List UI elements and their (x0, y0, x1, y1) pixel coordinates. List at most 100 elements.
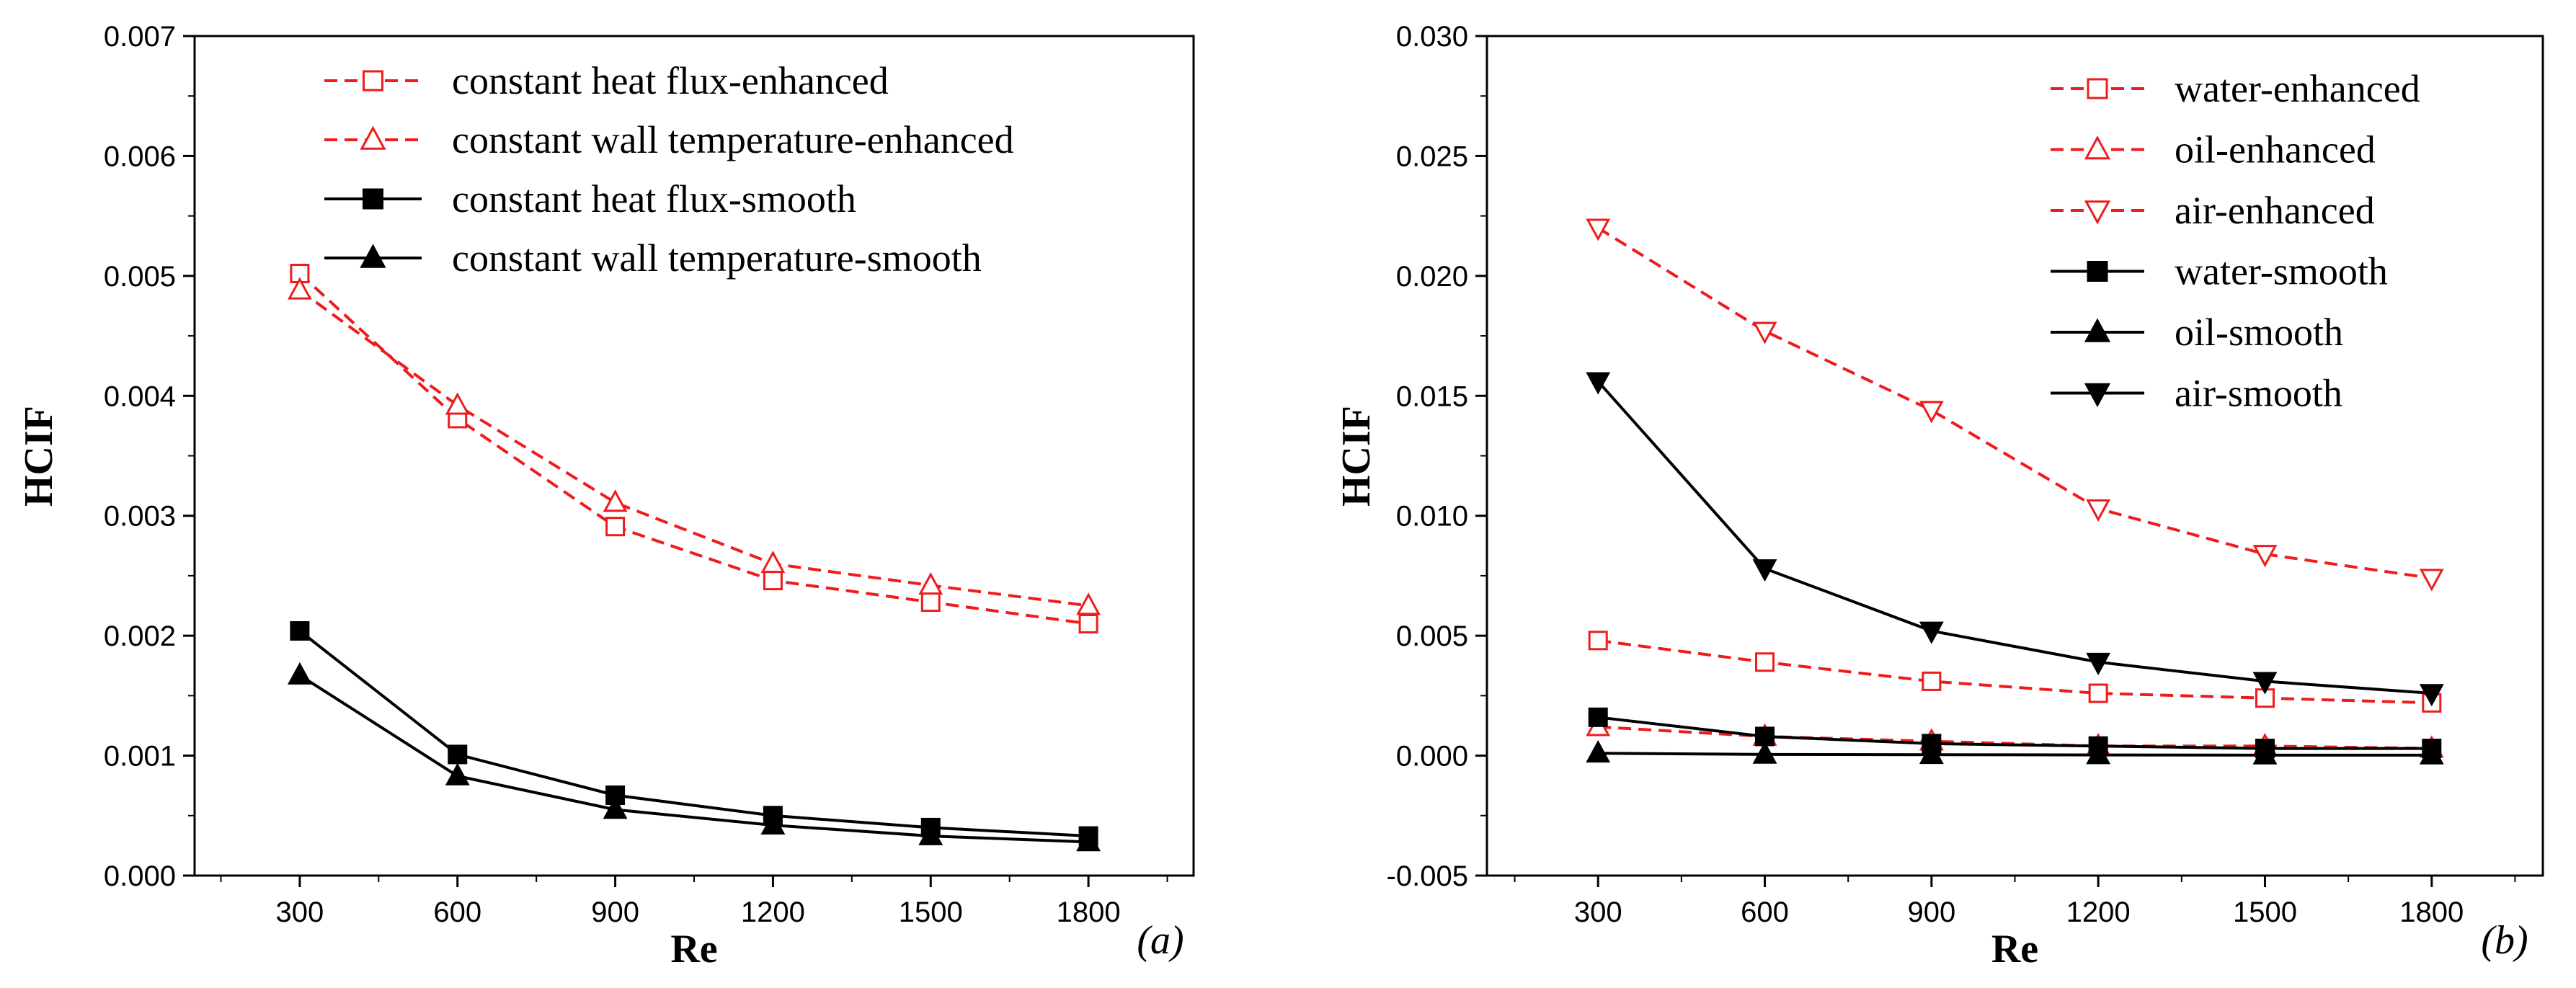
legend-label: air-smooth (2175, 372, 2342, 415)
data-point (445, 762, 470, 785)
legend-entry: air-enhanced (2051, 189, 2375, 232)
y-tick-label: 0.004 (104, 380, 176, 412)
legend-marker (2087, 78, 2108, 99)
y-tick-label: 0.000 (104, 860, 176, 892)
legend-label: oil-smooth (2175, 311, 2343, 354)
x-tick-label: 1500 (2233, 896, 2297, 928)
chart-panel-a: 300 600 900 1200 1500 1800 0.000 0.001 0.002 0.00… (17, 21, 1195, 971)
data-point (760, 811, 786, 835)
y-axis-title: HCIF (1334, 406, 1379, 507)
series-line (1596, 380, 2432, 695)
x-tick-label: 900 (1907, 896, 1955, 928)
y-tick-label: 0.006 (104, 141, 176, 172)
legend-entry: water-smooth (2051, 250, 2388, 293)
x-tick-label: 1800 (2399, 896, 2464, 928)
legend-label: air-enhanced (2175, 189, 2375, 232)
data-point (2419, 684, 2444, 707)
data-point (1076, 592, 1101, 615)
legend-label: water-smooth (2175, 250, 2388, 293)
series-line (298, 289, 1089, 608)
x-tick-label: 1200 (741, 896, 805, 928)
data-point (1752, 741, 1777, 764)
data-point (445, 392, 470, 415)
series-water-enhanced (1588, 631, 2442, 713)
legend-marker (2087, 261, 2108, 282)
data-point (287, 277, 312, 300)
series-oil-enhanced (1586, 713, 2444, 758)
legend-marker (363, 188, 383, 210)
data-point (1919, 621, 1944, 644)
x-tick-label: 300 (1574, 896, 1622, 928)
data-point (1755, 652, 1775, 672)
legend-marker (2084, 383, 2111, 408)
y-tick-label: 0.030 (1396, 21, 1468, 53)
y-tick-label: 0.020 (1396, 261, 1468, 293)
data-point (1588, 631, 1608, 651)
y-tick-label: 0.007 (104, 21, 176, 53)
legend-marker (360, 244, 386, 268)
data-point (287, 662, 312, 685)
x-tick-label: 1200 (2066, 896, 2131, 928)
legend-entry: oil-enhanced (2051, 128, 2376, 172)
data-point (605, 517, 626, 537)
data-point (603, 489, 628, 512)
legend-marker (2084, 135, 2111, 160)
data-point (1588, 707, 1608, 727)
panel-label: (a) (1137, 918, 1183, 963)
series-line (1597, 716, 2432, 750)
data-point (1752, 321, 1777, 344)
legend-entry: constant wall temperature-enhanced (324, 118, 1014, 161)
legend-label: constant wall temperature-enhanced (452, 118, 1014, 161)
data-point (2086, 499, 2111, 522)
y-tick-label: 0.015 (1396, 380, 1468, 412)
data-point (1078, 614, 1098, 633)
series-line (1598, 752, 2432, 757)
data-point (603, 796, 628, 819)
series-oil-smooth (1586, 739, 2444, 765)
data-point (2086, 742, 2111, 765)
x-tick-label: 1800 (1057, 896, 1121, 928)
series-line (1597, 638, 2432, 705)
legend-entry: constant heat flux-enhanced (324, 59, 889, 102)
data-point (1076, 829, 1101, 852)
data-point (2419, 742, 2444, 765)
series-line (1597, 226, 2433, 580)
legend-label: water-enhanced (2175, 67, 2420, 110)
x-tick-label: 600 (1741, 896, 1789, 928)
y-tick-label: 0.001 (104, 741, 176, 773)
legend-entry: air-smooth (2051, 372, 2342, 415)
y-axis-title: HCIF (17, 406, 61, 507)
y-tick-label: 0.025 (1396, 141, 1468, 172)
plot-frame (193, 35, 1195, 877)
data-point (918, 822, 943, 845)
legend-label: constant heat flux-enhanced (452, 59, 889, 102)
data-point (290, 620, 310, 641)
data-point (2086, 652, 2111, 676)
x-axis-title: Re (1991, 927, 2038, 971)
x-tick-label: 600 (433, 896, 481, 928)
legend-label: constant wall temperature-smooth (452, 236, 982, 280)
y-tick-label: 0.010 (1396, 501, 1468, 533)
x-axis-title: Re (670, 927, 717, 971)
data-point (448, 744, 468, 765)
x-tick-label: 1500 (899, 896, 963, 928)
x-tick-label: 900 (591, 896, 639, 928)
legend-entry: oil-smooth (2051, 311, 2343, 354)
legend-label: oil-enhanced (2175, 128, 2376, 172)
series-line (1598, 725, 2432, 750)
data-point (2252, 545, 2278, 568)
data-point (1919, 401, 1944, 424)
series-line (298, 674, 1089, 844)
series-constant-heat-flux-smooth (290, 620, 1098, 846)
data-point (763, 571, 783, 591)
y-tick-label: -0.005 (1387, 860, 1468, 892)
data-point (760, 551, 786, 574)
data-point (1752, 559, 1777, 582)
y-tick-label: 0.005 (104, 261, 176, 293)
legend-marker (2084, 318, 2111, 342)
legend-marker (2084, 200, 2111, 225)
legend-label: constant heat flux-smooth (452, 177, 856, 221)
data-point (2252, 672, 2278, 695)
series-air-enhanced (1586, 218, 2444, 592)
